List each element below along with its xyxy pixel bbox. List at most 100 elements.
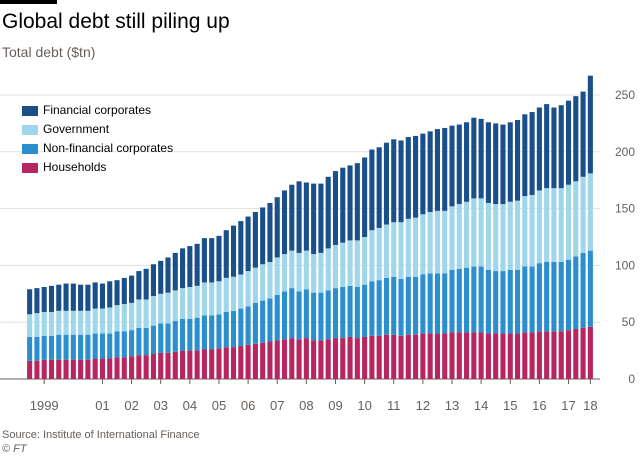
bar-segment-government [558, 188, 564, 262]
bar-segment-financial-corporates [493, 123, 499, 205]
bar-segment-financial-corporates [311, 183, 317, 255]
bar-segment-financial-corporates [274, 197, 280, 258]
bar-segment-households [587, 326, 593, 379]
bar-segment-non-financial-corporates [143, 327, 149, 356]
bar-segment-government [41, 311, 47, 336]
bar-segment-government [121, 304, 127, 332]
bar-segment-non-financial-corporates [332, 288, 339, 339]
bar-segment-households [340, 338, 346, 379]
x-tick-label: 03 [153, 398, 167, 413]
x-tick-label: 06 [241, 398, 255, 413]
bar-segment-financial-corporates [587, 75, 593, 174]
bar-segment-government [544, 188, 550, 262]
bar-segment-non-financial-corporates [551, 261, 557, 332]
bar-segment-government [267, 261, 273, 299]
legend-label-households: Households [43, 160, 107, 174]
bar-segment-households [78, 359, 84, 379]
legend-swatch-households [22, 163, 38, 173]
bar-segment-government [223, 277, 229, 312]
bar-segment-non-financial-corporates [311, 292, 317, 341]
y-tick-label: 50 [622, 315, 636, 329]
y-tick-label: 150 [615, 202, 635, 216]
bar-segment-government [318, 252, 324, 293]
bar-segment-government [143, 299, 149, 328]
bar-segment-non-financial-corporates [274, 294, 280, 341]
bar-segment-financial-corporates [558, 105, 564, 189]
bar-segment-non-financial-corporates [493, 271, 499, 334]
bar-segment-government [194, 285, 200, 318]
bar-segment-households [165, 352, 171, 379]
bar-segment-households [303, 338, 309, 379]
bar-segment-non-financial-corporates [158, 323, 164, 353]
bar-segment-financial-corporates [223, 230, 229, 278]
bar-segment-government [471, 198, 477, 267]
bar-segment-households [347, 336, 353, 379]
bar-segment-government [485, 202, 491, 270]
bar-segment-financial-corporates [362, 157, 368, 237]
bar-segment-households [150, 354, 156, 379]
y-tick-label: 0 [628, 372, 635, 386]
x-tick-label: 02 [124, 398, 138, 413]
bar-segment-government [376, 227, 382, 281]
bar-segment-non-financial-corporates [92, 333, 98, 359]
bar-segment-government [63, 310, 69, 335]
bar-segment-non-financial-corporates [507, 269, 513, 334]
bar-segment-government [296, 252, 302, 292]
bar-segment-households [158, 352, 164, 379]
bar-segment-non-financial-corporates [48, 335, 55, 360]
bar-segment-households [187, 350, 193, 379]
bar-segment-financial-corporates [485, 122, 491, 203]
bar-segment-non-financial-corporates [318, 292, 324, 341]
bar-segment-non-financial-corporates [252, 302, 258, 344]
bar-segment-households [471, 332, 477, 379]
bar-segment-non-financial-corporates [56, 334, 62, 360]
bar-segment-government [580, 176, 586, 253]
bar-segment-government [522, 196, 528, 267]
bar-segment-households [383, 334, 390, 379]
bar-segment-government [274, 257, 280, 295]
bar-segment-financial-corporates [522, 114, 528, 197]
bar-segment-households [529, 332, 535, 379]
legend-swatch-non-financial-corporates [22, 144, 38, 154]
bar-segment-non-financial-corporates [391, 276, 397, 335]
bar-segment-households [362, 336, 368, 379]
bar-segment-households [311, 340, 317, 379]
legend-swatch-financial-corporates [22, 106, 38, 116]
bar-segment-government [500, 204, 506, 272]
bar-segment-non-financial-corporates [230, 310, 237, 348]
bar-segment-non-financial-corporates [354, 286, 360, 339]
bar-segment-government [260, 264, 266, 301]
x-tick-label: 15 [503, 398, 517, 413]
bar-segment-government [507, 201, 513, 270]
bar-segment-households [405, 334, 411, 379]
bar-segment-financial-corporates [303, 182, 309, 251]
bar-segment-government [442, 210, 448, 274]
bar-segment-financial-corporates [507, 122, 513, 202]
bar-segment-non-financial-corporates [41, 335, 47, 360]
bar-segment-households [573, 329, 579, 379]
bar-segment-non-financial-corporates [136, 327, 142, 356]
bar-segment-non-financial-corporates [347, 285, 353, 337]
bar-segment-financial-corporates [536, 107, 542, 191]
bar-segment-financial-corporates [405, 137, 411, 219]
bar-segment-financial-corporates [391, 139, 397, 223]
bar-segment-households [99, 358, 106, 379]
bar-segment-households [223, 347, 229, 379]
bar-segment-non-financial-corporates [289, 288, 295, 339]
bar-segment-financial-corporates [260, 207, 266, 265]
bar-segment-financial-corporates [383, 142, 390, 225]
bar-segment-households [27, 360, 33, 379]
ft-credit: © FT [2, 443, 27, 455]
bar-segment-non-financial-corporates [456, 268, 462, 333]
bar-segment-government [252, 267, 258, 303]
bar-segment-non-financial-corporates [464, 267, 470, 333]
bar-segment-non-financial-corporates [558, 261, 564, 332]
bar-segment-government [332, 244, 339, 289]
bar-segment-households [420, 333, 426, 379]
bar-segment-financial-corporates [551, 107, 557, 189]
bar-segment-households [456, 332, 462, 379]
bar-segment-non-financial-corporates [325, 290, 331, 340]
bar-segment-households [201, 349, 207, 379]
bar-segment-government [383, 224, 390, 278]
x-tick-label: 09 [328, 398, 342, 413]
